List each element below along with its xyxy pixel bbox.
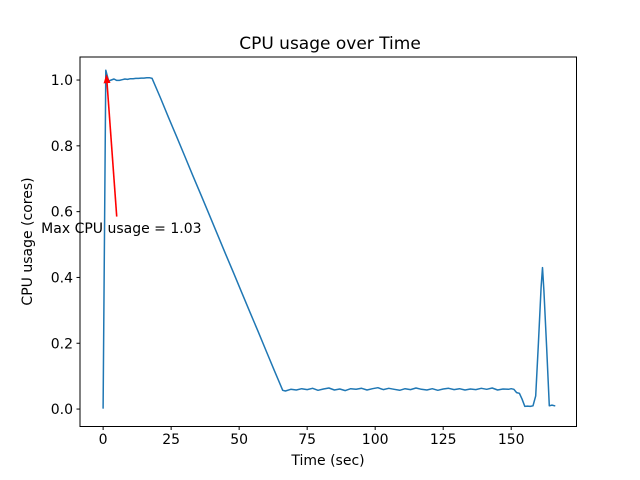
- cpu-usage-line: [102, 69, 556, 409]
- x-tick-label: 25: [162, 432, 180, 448]
- x-tick-label: 125: [430, 432, 457, 448]
- axis-ticks: 0 25 50 75 100 125 150 0.0 0.2 0.4 0.6 0.8 1.0: [51, 73, 525, 448]
- x-tick-label: 50: [230, 432, 248, 448]
- max-annotation: Max CPU usage = 1.03: [41, 74, 202, 237]
- x-axis-label: Time (sec): [290, 453, 364, 469]
- annotation-arrow-head-icon: [103, 74, 111, 84]
- y-tick-label: 0.8: [51, 139, 73, 155]
- y-tick-label: 0.2: [51, 336, 73, 352]
- plot-spines: [79, 56, 577, 427]
- y-tick-label: 0.6: [51, 205, 73, 221]
- x-tick-label: 75: [298, 432, 316, 448]
- annotation-label: Max CPU usage = 1.03: [41, 221, 201, 237]
- chart-title: CPU usage over Time: [239, 34, 421, 54]
- y-axis-label: CPU usage (cores): [20, 177, 36, 305]
- annotation-arrow-shaft: [106, 80, 118, 217]
- x-tick-label: 0: [99, 432, 108, 448]
- x-tick-label: 150: [498, 432, 525, 448]
- y-tick-label: 1.0: [51, 73, 73, 89]
- y-tick-label: 0.4: [51, 270, 73, 286]
- y-tick-label: 0.0: [51, 402, 73, 418]
- x-tick-label: 100: [362, 432, 389, 448]
